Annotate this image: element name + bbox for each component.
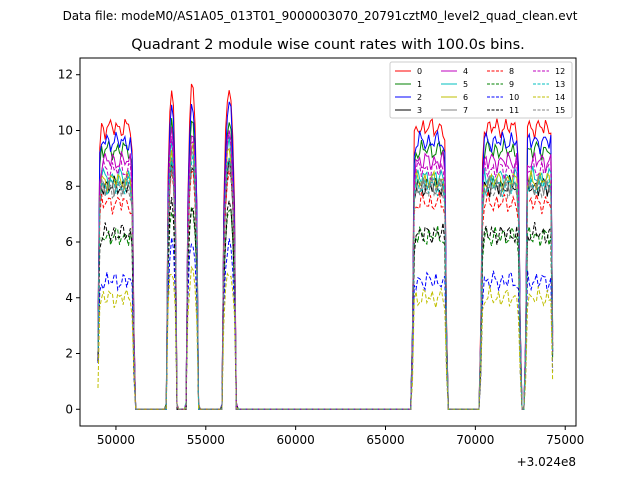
x-tick-label: 55000 [187,433,225,447]
legend-label-0: 0 [417,67,422,76]
figure-suptitle: Data file: modeM0/AS1A05_013T01_90000030… [63,9,578,23]
legend-label-8: 8 [509,67,514,76]
legend-label-1: 1 [417,80,422,89]
x-tick-label: 65000 [366,433,404,447]
y-tick-label: 4 [65,291,73,305]
series-layer [97,83,554,410]
y-tick-label: 12 [58,68,73,82]
legend-label-10: 10 [509,93,519,102]
x-axis: 50000 55000 60000 65000 70000 75000 [97,426,584,447]
x-tick-label: 75000 [546,433,584,447]
y-tick-label: 0 [65,402,73,416]
legend-label-4: 4 [463,67,468,76]
legend-label-2: 2 [417,93,422,102]
legend-label-6: 6 [463,93,468,102]
legend-label-13: 13 [555,80,565,89]
x-tick-label: 70000 [456,433,494,447]
y-tick-label: 8 [65,179,73,193]
series-line-2 [97,101,554,410]
legend-label-11: 11 [509,106,519,115]
chart-title: Quadrant 2 module wise count rates with … [131,37,525,53]
x-offset-label: +3.024e8 [517,455,576,469]
legend-label-15: 15 [555,106,565,115]
legend-label-9: 9 [509,80,514,89]
y-tick-label: 10 [58,123,73,137]
legend-label-14: 14 [555,93,565,102]
legend-label-5: 5 [463,80,468,89]
x-tick-label: 60000 [277,433,315,447]
y-tick-label: 2 [65,347,73,361]
legend-label-3: 3 [417,106,422,115]
legend-label-7: 7 [463,106,468,115]
legend-label-12: 12 [555,67,565,76]
series-line-15 [97,164,554,410]
legend-box [389,61,573,119]
x-tick-label: 50000 [97,433,135,447]
y-tick-label: 6 [65,235,73,249]
y-axis: 0 2 4 6 8 10 12 [58,68,80,416]
